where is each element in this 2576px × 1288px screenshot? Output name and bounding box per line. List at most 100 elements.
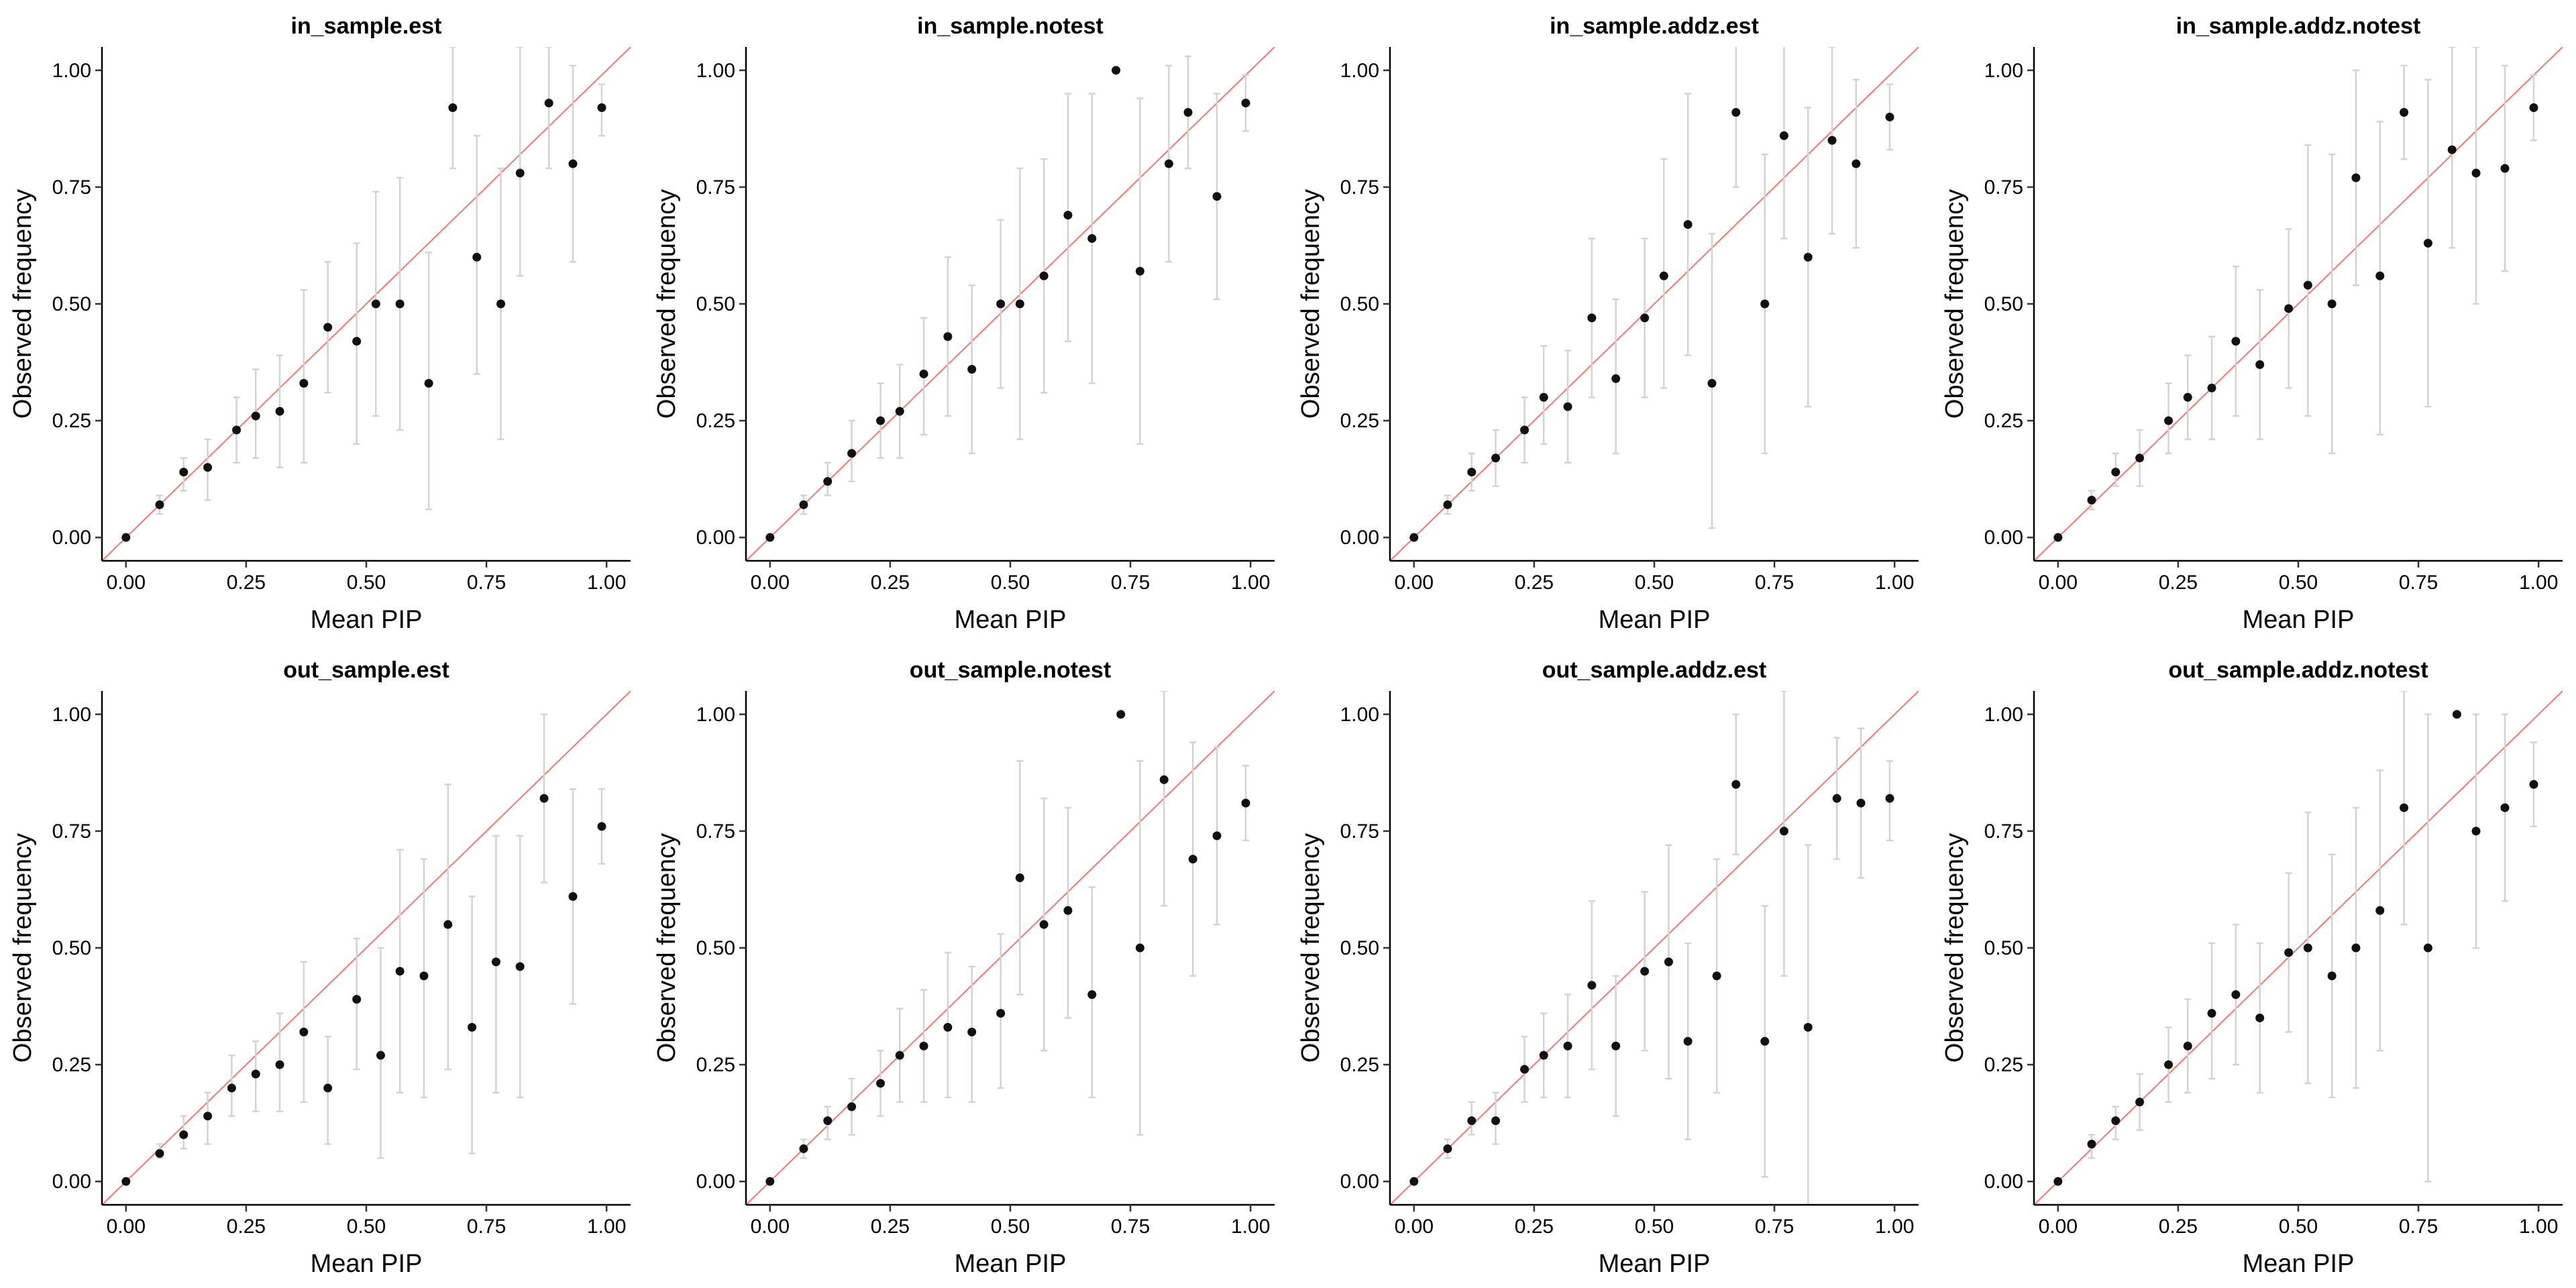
data-point — [1063, 211, 1073, 220]
data-point — [2183, 1041, 2192, 1051]
data-point — [1683, 1036, 1693, 1046]
data-point — [876, 416, 885, 425]
panel-title: out_sample.addz.notest — [2168, 657, 2428, 683]
y-tick-label: 0.50 — [52, 293, 91, 315]
data-point — [1712, 971, 1721, 981]
data-point — [2053, 1177, 2063, 1186]
data-point — [2303, 943, 2312, 953]
reference-line — [102, 47, 631, 561]
x-tick-label: 0.50 — [991, 1216, 1030, 1238]
y-tick-label: 0.25 — [696, 410, 735, 432]
y-tick-label: 0.75 — [1340, 176, 1379, 199]
x-axis-label: Mean PIP — [2243, 606, 2355, 634]
data-point — [1443, 1144, 1452, 1153]
data-point — [765, 533, 775, 542]
data-point — [1087, 990, 1097, 1000]
x-tick-label: 0.00 — [107, 1216, 146, 1238]
x-tick-label: 0.25 — [227, 1216, 266, 1238]
data-point — [2053, 533, 2063, 542]
data-point — [876, 1079, 885, 1088]
data-point — [2111, 1116, 2121, 1126]
data-point — [323, 323, 333, 332]
x-tick-label: 1.00 — [1231, 572, 1270, 594]
data-point — [895, 407, 904, 416]
x-axis-label: Mean PIP — [311, 606, 423, 634]
data-point — [1760, 1036, 1770, 1046]
data-point — [121, 1177, 131, 1186]
data-point — [1611, 1041, 1621, 1051]
data-point — [1779, 826, 1788, 836]
x-tick-label: 1.00 — [1231, 1216, 1270, 1238]
data-point — [1063, 906, 1073, 915]
panel-title: out_sample.est — [283, 657, 449, 683]
data-point — [352, 995, 362, 1004]
chart-panel: in_sample.est 0.00 0.00 0.25 0.25 0.50 0.50 0.7… — [9, 13, 631, 634]
data-point — [1659, 271, 1668, 280]
y-axis-label: Observed frequency — [1297, 833, 1325, 1063]
data-point — [919, 1041, 928, 1051]
reference-line — [746, 691, 1275, 1205]
y-tick-label: 0.50 — [1984, 937, 2023, 959]
x-tick-label: 0.50 — [347, 1216, 386, 1238]
x-axis-label: Mean PIP — [2243, 1250, 2355, 1278]
data-point — [515, 962, 525, 971]
data-point — [2087, 495, 2096, 504]
data-point — [299, 1027, 309, 1036]
x-tick-label: 0.50 — [347, 572, 386, 594]
error-bar — [353, 937, 360, 1071]
data-point — [597, 822, 606, 831]
data-point — [299, 378, 309, 388]
data-point — [2087, 1139, 2096, 1148]
x-tick-label: 1.00 — [1875, 572, 1914, 594]
reference-line — [746, 47, 1275, 561]
data-point — [799, 1144, 808, 1153]
x-tick-label: 0.00 — [1395, 1216, 1434, 1238]
y-tick-label: 0.75 — [52, 820, 91, 843]
data-point — [352, 337, 362, 346]
x-tick-label: 0.75 — [1755, 1216, 1794, 1238]
x-tick-label: 0.75 — [2399, 572, 2438, 594]
y-tick-label: 0.25 — [1984, 410, 2023, 432]
x-tick-label: 0.50 — [1635, 1216, 1674, 1238]
data-point — [799, 500, 808, 509]
data-point — [1707, 378, 1717, 388]
data-point — [1241, 99, 1250, 108]
data-point — [1539, 392, 1548, 402]
data-point — [1587, 981, 1597, 990]
y-tick-label: 0.25 — [1984, 1054, 2023, 1076]
data-point — [765, 1177, 775, 1186]
data-point — [395, 967, 405, 976]
data-point — [1856, 798, 1866, 808]
data-point — [2500, 803, 2510, 812]
y-tick-label: 0.50 — [52, 937, 91, 959]
data-point — [2164, 416, 2174, 425]
x-tick-label: 0.25 — [871, 572, 910, 594]
y-tick-label: 0.00 — [1340, 1171, 1379, 1193]
y-tick-label: 0.75 — [1984, 820, 2023, 843]
data-point — [1212, 831, 1222, 841]
data-point — [1640, 967, 1650, 976]
x-tick-label: 0.75 — [467, 1216, 506, 1238]
data-point — [1520, 425, 1529, 435]
data-point — [2423, 238, 2432, 248]
data-point — [943, 332, 953, 341]
data-point — [1135, 266, 1144, 276]
y-axis-label: Observed frequency — [1941, 833, 1969, 1063]
data-point — [1563, 1041, 1572, 1051]
data-point — [424, 378, 433, 388]
y-axis-label: Observed frequency — [653, 189, 681, 419]
data-point — [2375, 271, 2385, 280]
data-point — [203, 1112, 213, 1121]
x-axis-label: Mean PIP — [311, 1250, 423, 1278]
chart-panel: in_sample.addz.est 0.00 0.00 0.25 0.25 0.50 0.… — [1297, 13, 1919, 634]
data-point — [2400, 107, 2409, 117]
x-tick-label: 0.75 — [1111, 572, 1150, 594]
data-point — [179, 1130, 189, 1140]
data-point — [2284, 948, 2294, 957]
data-point — [2327, 971, 2337, 981]
y-tick-label: 0.25 — [52, 1054, 91, 1076]
x-tick-label: 0.25 — [871, 1216, 910, 1238]
panel-title: out_sample.notest — [910, 657, 1111, 683]
data-point — [1885, 794, 1894, 803]
